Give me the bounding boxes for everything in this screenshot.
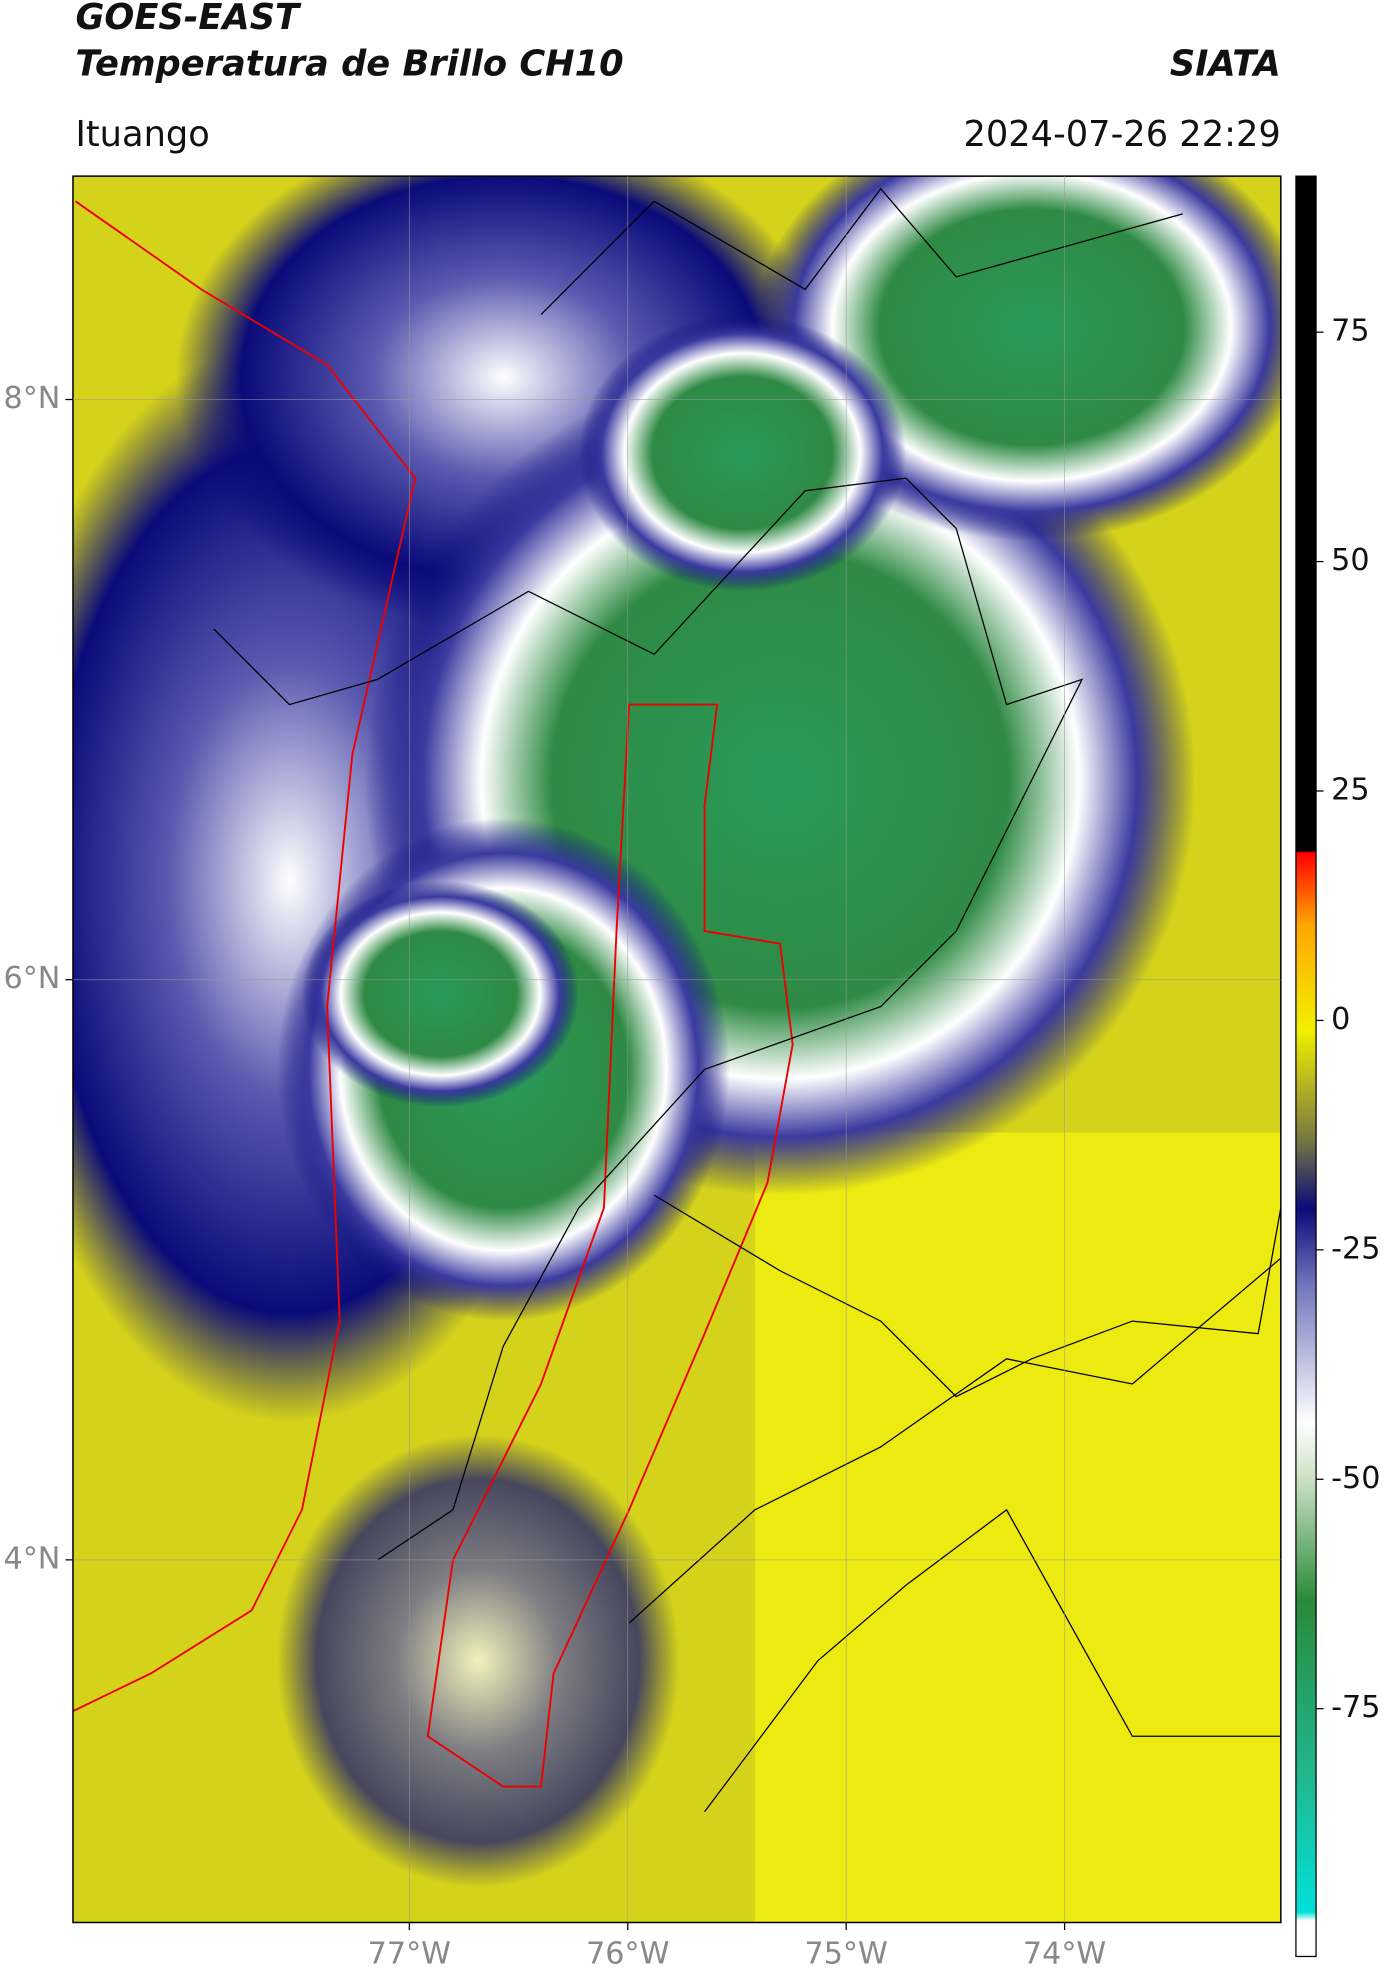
map-frame — [72, 175, 1282, 1924]
colorbar-tick-label: 50 — [1331, 543, 1369, 578]
colorbar — [1295, 175, 1317, 1958]
brand: SIATA — [1170, 43, 1281, 84]
colorbar-tick-label: 75 — [1331, 314, 1369, 349]
timestamp: 2024-07-26 22:29 — [963, 114, 1280, 155]
location: Ituango — [75, 114, 209, 155]
title: GOES-EAST — [75, 0, 302, 38]
subtitle: Temperatura de Brillo CH10 — [75, 43, 623, 84]
lat-tick-label: 8°N — [4, 381, 61, 416]
colorbar-tick-label: -50 — [1331, 1461, 1380, 1496]
map — [72, 176, 1281, 1923]
lon-tick-label: 75°W — [804, 1937, 887, 1972]
colorbar-tick-label: -25 — [1331, 1231, 1380, 1266]
lat-tick-label: 6°N — [4, 961, 61, 996]
colorbar-tick-label: 0 — [1331, 1002, 1350, 1037]
colorbar-tick-label: 25 — [1331, 772, 1369, 807]
lon-tick-label: 74°W — [1023, 1937, 1106, 1972]
lat-tick-label: 4°N — [4, 1541, 61, 1576]
lon-tick-label: 77°W — [368, 1937, 451, 1972]
colorbar-tick-label: -75 — [1331, 1690, 1380, 1725]
lon-tick-label: 76°W — [586, 1937, 669, 1972]
